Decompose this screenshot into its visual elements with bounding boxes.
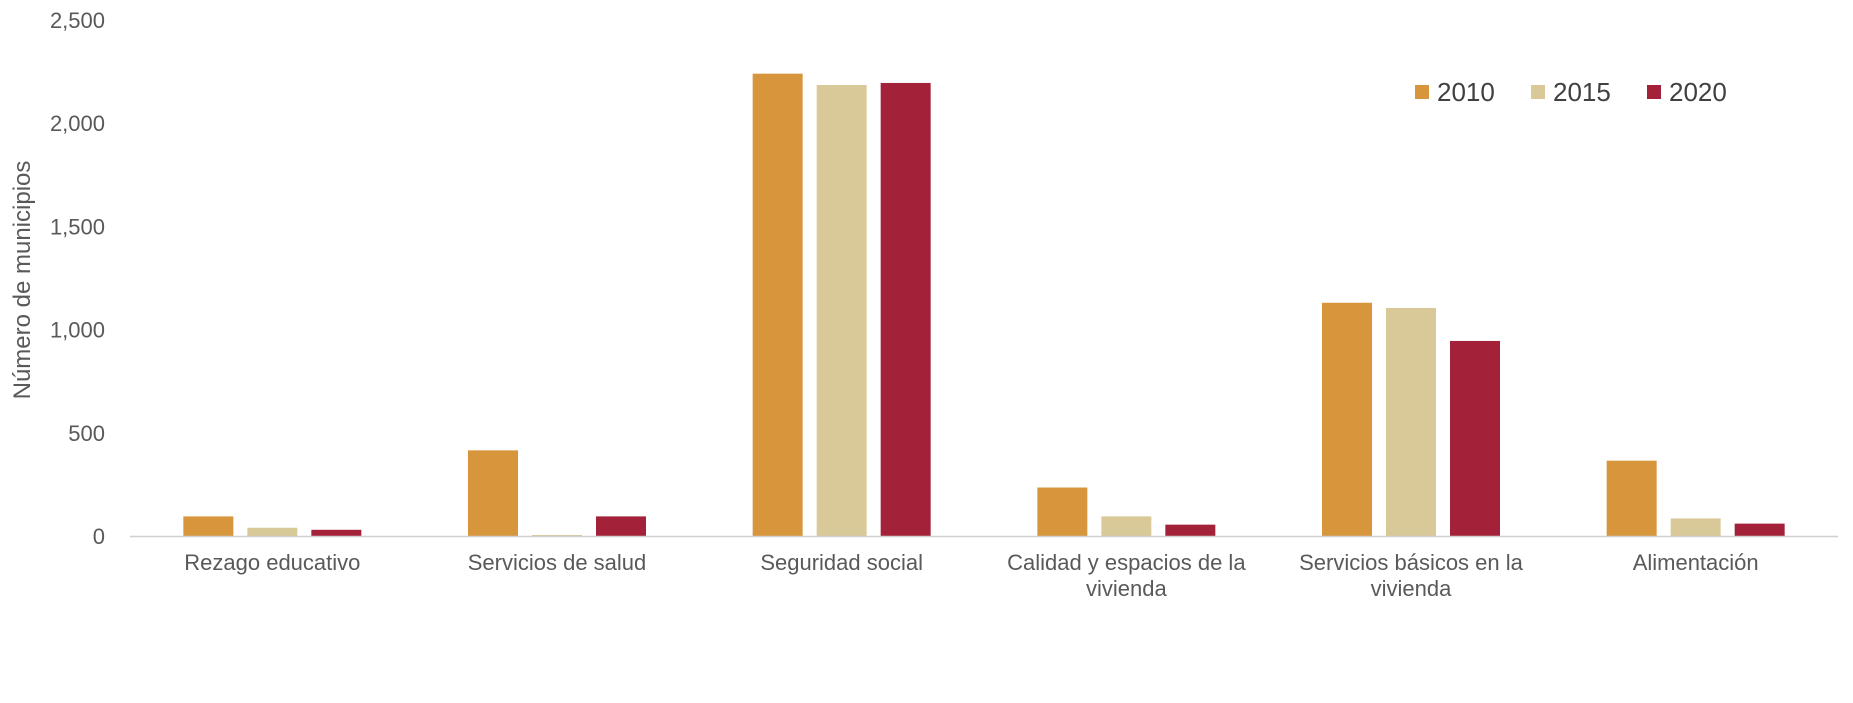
category-label: Rezago educativo [184, 550, 360, 575]
bar-2015-3 [1101, 516, 1152, 536]
bar-2010-3 [1037, 487, 1088, 536]
legend: 2010 2015 2020 [1415, 77, 1727, 107]
y-tick-label: 1,000 [50, 318, 105, 343]
bar-2020-4 [1450, 340, 1500, 536]
bar-2010-5 [1606, 460, 1657, 536]
y-axis-title: Número de municipios [9, 161, 36, 400]
y-tick-label: 2,000 [50, 111, 105, 136]
bar-2020-1 [596, 516, 646, 536]
bar-2010-1 [468, 450, 518, 536]
bar-2015-0 [247, 527, 298, 536]
legend-swatch-2020 [1647, 85, 1661, 99]
bar-2010-2 [752, 73, 803, 536]
bar-2010-0 [183, 516, 234, 536]
category-labels: Rezago educativo Servicios de salud Seguri… [184, 550, 1758, 601]
category-label: Alimentación [1633, 550, 1759, 575]
category-label: Seguridad social [760, 550, 923, 575]
category-label: Servicios básicos en la [1299, 550, 1524, 575]
category-label: vivienda [1086, 576, 1167, 601]
category-label: vivienda [1371, 576, 1452, 601]
bar-2010-4 [1322, 302, 1372, 536]
legend-label-2010: 2010 [1437, 77, 1495, 107]
y-tick-label: 0 [93, 524, 105, 549]
legend-swatch-2015 [1531, 85, 1545, 99]
category-label: Servicios de salud [468, 550, 647, 575]
legend-label-2020: 2020 [1669, 77, 1727, 107]
y-tick-labels: 0 500 1,000 1,500 2,000 2,500 [50, 8, 105, 549]
y-axis-title-group: Número de municipios [9, 161, 36, 400]
y-tick-label: 2,500 [50, 8, 105, 33]
bar-2015-1 [532, 534, 582, 536]
legend-swatch-2010 [1415, 85, 1429, 99]
bar-2020-2 [880, 82, 931, 537]
legend-label-2015: 2015 [1553, 77, 1611, 107]
y-tick-label: 1,500 [50, 214, 105, 239]
bar-2020-0 [311, 529, 362, 536]
y-tick-label: 500 [68, 421, 105, 446]
category-label: Calidad y espacios de la [1007, 550, 1246, 575]
bar-2015-5 [1670, 518, 1721, 536]
bar-2020-5 [1734, 523, 1785, 536]
bars [183, 73, 1785, 537]
bar-2015-4 [1386, 307, 1436, 536]
bar-2020-3 [1165, 524, 1216, 536]
bar-2015-2 [816, 85, 867, 537]
